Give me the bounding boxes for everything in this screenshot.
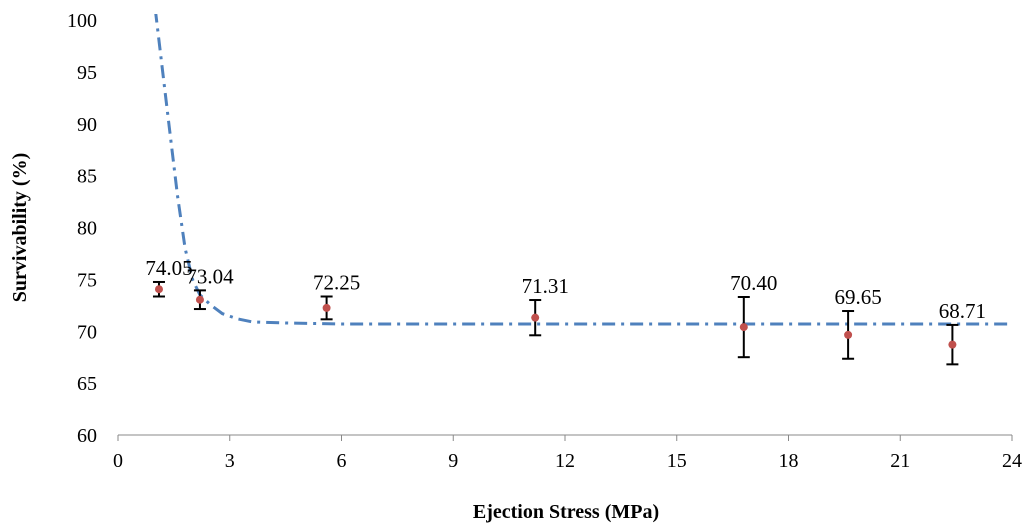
x-tick-label: 3 (225, 450, 235, 472)
data-label: 71.31 (522, 274, 569, 298)
y-tick-label: 95 (77, 62, 97, 84)
x-tick-label: 24 (1002, 450, 1022, 472)
x-tick-label: 21 (890, 450, 910, 472)
x-tick-label: 0 (113, 450, 123, 472)
data-label: 73.04 (186, 264, 234, 288)
data-point (154, 285, 163, 294)
data-point (531, 313, 540, 322)
x-axis-ticks: 0 3 6 9 12 15 18 21 24 (113, 435, 1022, 472)
y-tick-label: 65 (77, 373, 97, 395)
y-tick-label: 70 (77, 321, 97, 343)
y-tick-label: 75 (77, 269, 97, 291)
x-tick-label: 18 (779, 450, 799, 472)
data-point (195, 295, 204, 304)
trendline (154, 14, 1012, 326)
data-label: 72.25 (313, 270, 360, 294)
y-tick-label: 60 (77, 425, 97, 447)
x-tick-label: 12 (555, 450, 575, 472)
y-axis-title: Survivability (%) (9, 153, 31, 302)
data-label: 70.40 (730, 271, 777, 295)
x-tick-label: 6 (337, 450, 347, 472)
x-axis-title: Ejection Stress (MPa) (473, 501, 659, 523)
x-tick-label: 15 (667, 450, 687, 472)
data-point (948, 340, 957, 349)
data-label: 74.05 (145, 256, 192, 280)
x-tick-label: 9 (448, 450, 458, 472)
y-axis-ticks: 60 65 70 75 80 85 90 95 100 (67, 10, 97, 447)
trendline-group (154, 14, 1012, 326)
y-tick-label: 80 (77, 218, 97, 240)
data-label: 69.65 (834, 285, 881, 309)
data-point (844, 330, 853, 339)
y-tick-label: 90 (77, 114, 97, 136)
y-tick-label: 85 (77, 166, 97, 188)
data-point (739, 323, 748, 332)
y-tick-label: 100 (67, 10, 97, 32)
data-point (322, 303, 331, 312)
data-label: 68.71 (939, 299, 986, 323)
